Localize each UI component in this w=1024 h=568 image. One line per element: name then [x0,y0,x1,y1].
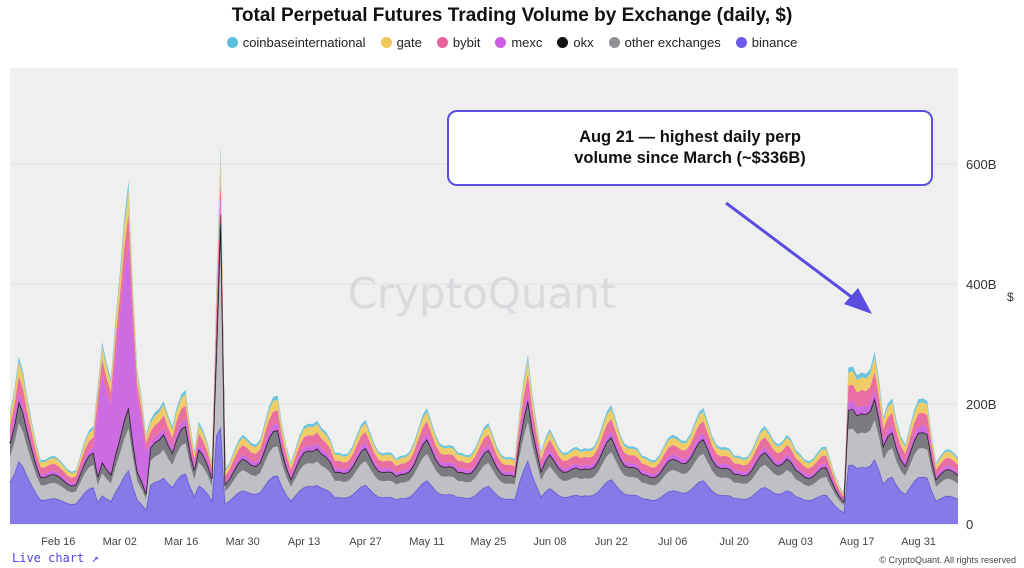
y-axis-unit: $ [1007,290,1014,304]
legend-label: gate [396,35,422,50]
x-tick-label: Aug 31 [901,536,936,548]
area-other-exchanges [10,247,958,513]
y-tick-label: 200B [966,397,996,412]
x-axis: Feb 16 Mar 02 Mar 16 Mar 30 Apr 13 Apr 27 May … [41,536,936,548]
annotation-text: Aug 21 — highest daily perp volume since… [574,128,806,167]
x-tick-label: May 11 [409,536,444,548]
legend-label: mexc [511,35,543,50]
x-tick-label: Apr 13 [288,536,320,548]
legend-item-okx[interactable]: okx [557,35,594,50]
x-tick-label: Apr 27 [349,536,381,548]
x-tick-label: Jun 22 [595,536,628,548]
x-tick-label: Mar 02 [103,536,137,548]
legend-item-gate[interactable]: gate [380,35,422,50]
x-tick-label: Jul 20 [719,536,748,548]
y-tick-label: 400B [966,277,996,292]
annotation-box: Aug 21 — highest daily perp volume since… [447,110,933,186]
legend-item-coinbaseinternational[interactable]: coinbaseinternational [226,35,366,50]
stacked-areas [9,144,959,524]
area-binance [10,427,958,524]
legend-swatch-bybit [436,37,448,48]
legend-label: bybit [452,35,481,50]
legend-item-bybit[interactable]: bybit [436,35,481,50]
live-chart-link[interactable]: Live chart ↗ [12,551,99,565]
x-tick-label: Jun 08 [533,536,566,548]
x-tick-label: Mar 30 [225,536,259,548]
legend: coinbaseinternational gate bybit mexc ok… [0,35,1024,50]
y-tick-label: 600B [966,157,996,172]
watermark: CryptoQuant [348,269,617,318]
x-tick-label: May 25 [470,536,506,548]
legend-item-mexc[interactable]: mexc [495,35,542,50]
chart-title: Total Perpetual Futures Trading Volume b… [231,5,793,26]
legend-swatch-mexc [495,37,507,48]
legend-label: coinbaseinternational [242,35,366,50]
x-tick-label: Jul 06 [658,536,687,548]
annotation-arrowhead [844,288,872,314]
legend-item-other-exchanges[interactable]: other exchanges [608,35,721,50]
x-tick-label: Mar 16 [164,536,198,548]
y-axis: 0 200B 400B 600B [966,157,996,532]
legend-swatch-other-exchanges [608,37,620,48]
annotation-arrow [725,201,866,309]
legend-label: other exchanges [624,35,721,50]
legend-label: okx [573,35,594,50]
x-tick-label: Aug 17 [840,536,875,548]
y-tick-label: 0 [966,517,973,532]
legend-item-binance[interactable]: binance [735,35,798,50]
area-okx [10,214,958,506]
legend-swatch-binance [735,37,747,48]
legend-label: binance [751,35,798,50]
legend-swatch-okx [557,37,569,48]
x-tick-label: Aug 03 [778,536,813,548]
legend-swatch-coinbaseinternational [226,37,238,48]
x-tick-label: Feb 16 [41,536,75,548]
copyright: © CryptoQuant. All rights reserved [879,555,1016,565]
legend-swatch-gate [380,37,392,48]
